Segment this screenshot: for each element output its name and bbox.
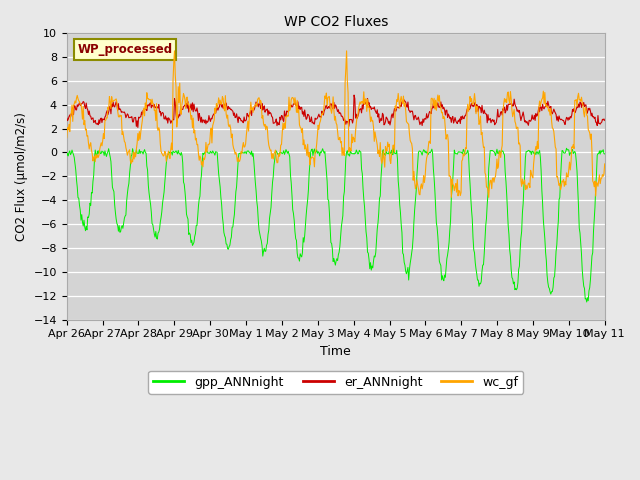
- Legend: gpp_ANNnight, er_ANNnight, wc_gf: gpp_ANNnight, er_ANNnight, wc_gf: [148, 371, 524, 394]
- Text: WP_processed: WP_processed: [77, 43, 173, 56]
- Title: WP CO2 Fluxes: WP CO2 Fluxes: [284, 15, 388, 29]
- Y-axis label: CO2 Flux (μmol/m2/s): CO2 Flux (μmol/m2/s): [15, 112, 28, 241]
- X-axis label: Time: Time: [321, 345, 351, 358]
